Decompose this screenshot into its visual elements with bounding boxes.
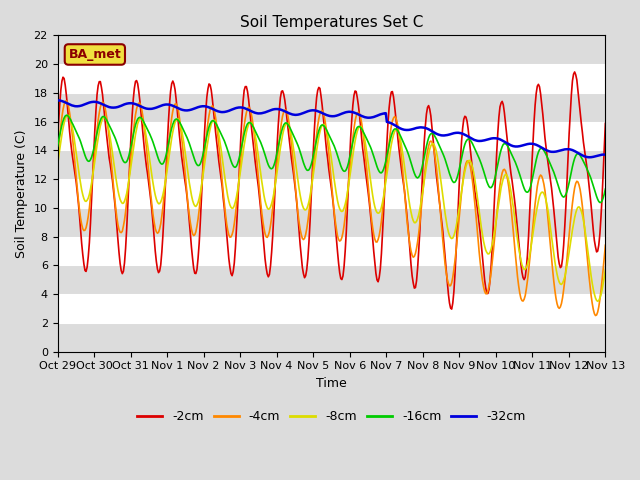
Bar [58, 237, 605, 265]
Legend: -2cm, -4cm, -8cm, -16cm, -32cm: -2cm, -4cm, -8cm, -16cm, -32cm [132, 405, 531, 428]
Y-axis label: Soil Temperature (C): Soil Temperature (C) [15, 129, 28, 258]
Bar [58, 265, 605, 294]
Bar [58, 36, 605, 64]
Bar [58, 208, 605, 237]
Text: BA_met: BA_met [68, 48, 121, 61]
Bar [58, 150, 605, 179]
Bar [58, 121, 605, 150]
Bar [58, 323, 605, 351]
Bar [58, 64, 605, 93]
Bar [58, 179, 605, 208]
Bar [58, 294, 605, 323]
Bar [58, 93, 605, 121]
X-axis label: Time: Time [316, 377, 347, 390]
Title: Soil Temperatures Set C: Soil Temperatures Set C [240, 15, 423, 30]
